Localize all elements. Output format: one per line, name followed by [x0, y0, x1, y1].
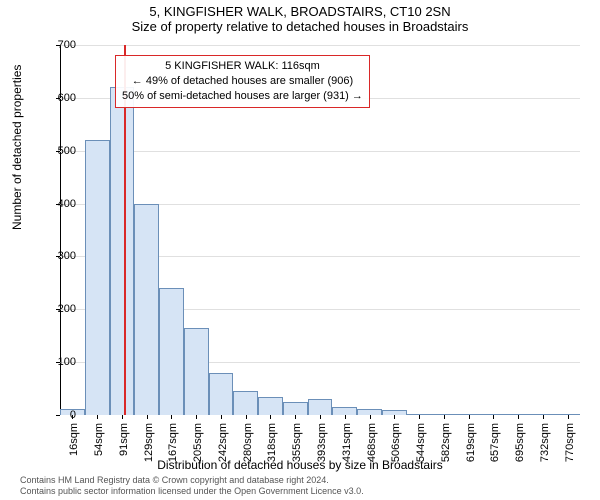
- bar: [159, 288, 184, 415]
- y-tick-mark: [56, 415, 60, 416]
- x-tick-mark: [171, 415, 172, 419]
- x-tick-label: 205sqm: [192, 423, 204, 462]
- plot-area: 5 KINGFISHER WALK: 116sqm← 49% of detach…: [60, 45, 580, 415]
- footer-line1: Contains HM Land Registry data © Crown c…: [20, 475, 364, 486]
- x-tick-mark: [469, 415, 470, 419]
- x-tick-label: 280sqm: [242, 423, 254, 462]
- bar: [209, 373, 234, 415]
- x-tick-mark: [270, 415, 271, 419]
- footer-text: Contains HM Land Registry data © Crown c…: [20, 475, 364, 497]
- annotation-line: 50% of semi-detached houses are larger (…: [122, 89, 363, 104]
- gridline: [60, 45, 580, 46]
- y-axis-label: Number of detached properties: [10, 65, 24, 230]
- x-tick-mark: [543, 415, 544, 419]
- x-tick-label: 732sqm: [539, 423, 551, 462]
- x-tick-mark: [370, 415, 371, 419]
- x-tick-label: 695sqm: [514, 423, 526, 462]
- x-tick-label: 544sqm: [415, 423, 427, 462]
- x-tick-label: 355sqm: [291, 423, 303, 462]
- x-tick-label: 582sqm: [440, 423, 452, 462]
- x-tick-label: 16sqm: [68, 423, 80, 456]
- x-tick-mark: [196, 415, 197, 419]
- y-tick-label: 600: [58, 92, 76, 104]
- annotation-line: 5 KINGFISHER WALK: 116sqm: [122, 59, 363, 74]
- bar: [332, 407, 357, 415]
- x-tick-label: 431sqm: [341, 423, 353, 462]
- x-tick-label: 129sqm: [143, 423, 155, 462]
- annotation-box: 5 KINGFISHER WALK: 116sqm← 49% of detach…: [115, 55, 370, 108]
- x-tick-label: 619sqm: [465, 423, 477, 462]
- x-tick-label: 657sqm: [489, 423, 501, 462]
- x-tick-label: 770sqm: [564, 423, 576, 462]
- x-tick-mark: [295, 415, 296, 419]
- footer-line2: Contains public sector information licen…: [20, 486, 364, 497]
- y-tick-label: 200: [58, 303, 76, 315]
- bar: [110, 87, 135, 415]
- x-tick-label: 393sqm: [316, 423, 328, 462]
- x-tick-mark: [246, 415, 247, 419]
- x-tick-mark: [320, 415, 321, 419]
- x-tick-mark: [122, 415, 123, 419]
- y-tick-label: 500: [58, 145, 76, 157]
- chart-title: 5, KINGFISHER WALK, BROADSTAIRS, CT10 2S…: [0, 0, 600, 19]
- bar: [85, 140, 110, 415]
- x-tick-label: 506sqm: [390, 423, 402, 462]
- x-tick-mark: [444, 415, 445, 419]
- y-tick-label: 700: [58, 39, 76, 51]
- annotation-line: ← 49% of detached houses are smaller (90…: [122, 74, 363, 89]
- y-tick-label: 100: [58, 356, 76, 368]
- x-tick-mark: [394, 415, 395, 419]
- gridline: [60, 151, 580, 152]
- x-tick-mark: [221, 415, 222, 419]
- bar: [258, 397, 283, 416]
- x-tick-label: 468sqm: [366, 423, 378, 462]
- x-tick-label: 242sqm: [217, 423, 229, 462]
- y-tick-label: 0: [70, 409, 76, 421]
- chart-container: 5, KINGFISHER WALK, BROADSTAIRS, CT10 2S…: [0, 0, 600, 500]
- x-tick-label: 167sqm: [167, 423, 179, 462]
- x-tick-mark: [147, 415, 148, 419]
- bar: [308, 399, 333, 415]
- x-tick-mark: [419, 415, 420, 419]
- bar: [283, 402, 308, 415]
- chart-subtitle: Size of property relative to detached ho…: [0, 19, 600, 34]
- x-tick-mark: [518, 415, 519, 419]
- x-tick-mark: [345, 415, 346, 419]
- bar: [184, 328, 209, 415]
- y-tick-label: 300: [58, 250, 76, 262]
- x-tick-label: 91sqm: [118, 423, 130, 456]
- bar: [134, 204, 159, 415]
- x-tick-mark: [568, 415, 569, 419]
- bar: [233, 391, 258, 415]
- x-tick-mark: [493, 415, 494, 419]
- x-tick-mark: [97, 415, 98, 419]
- y-tick-label: 400: [58, 198, 76, 210]
- x-tick-label: 54sqm: [93, 423, 105, 456]
- x-tick-label: 318sqm: [266, 423, 278, 462]
